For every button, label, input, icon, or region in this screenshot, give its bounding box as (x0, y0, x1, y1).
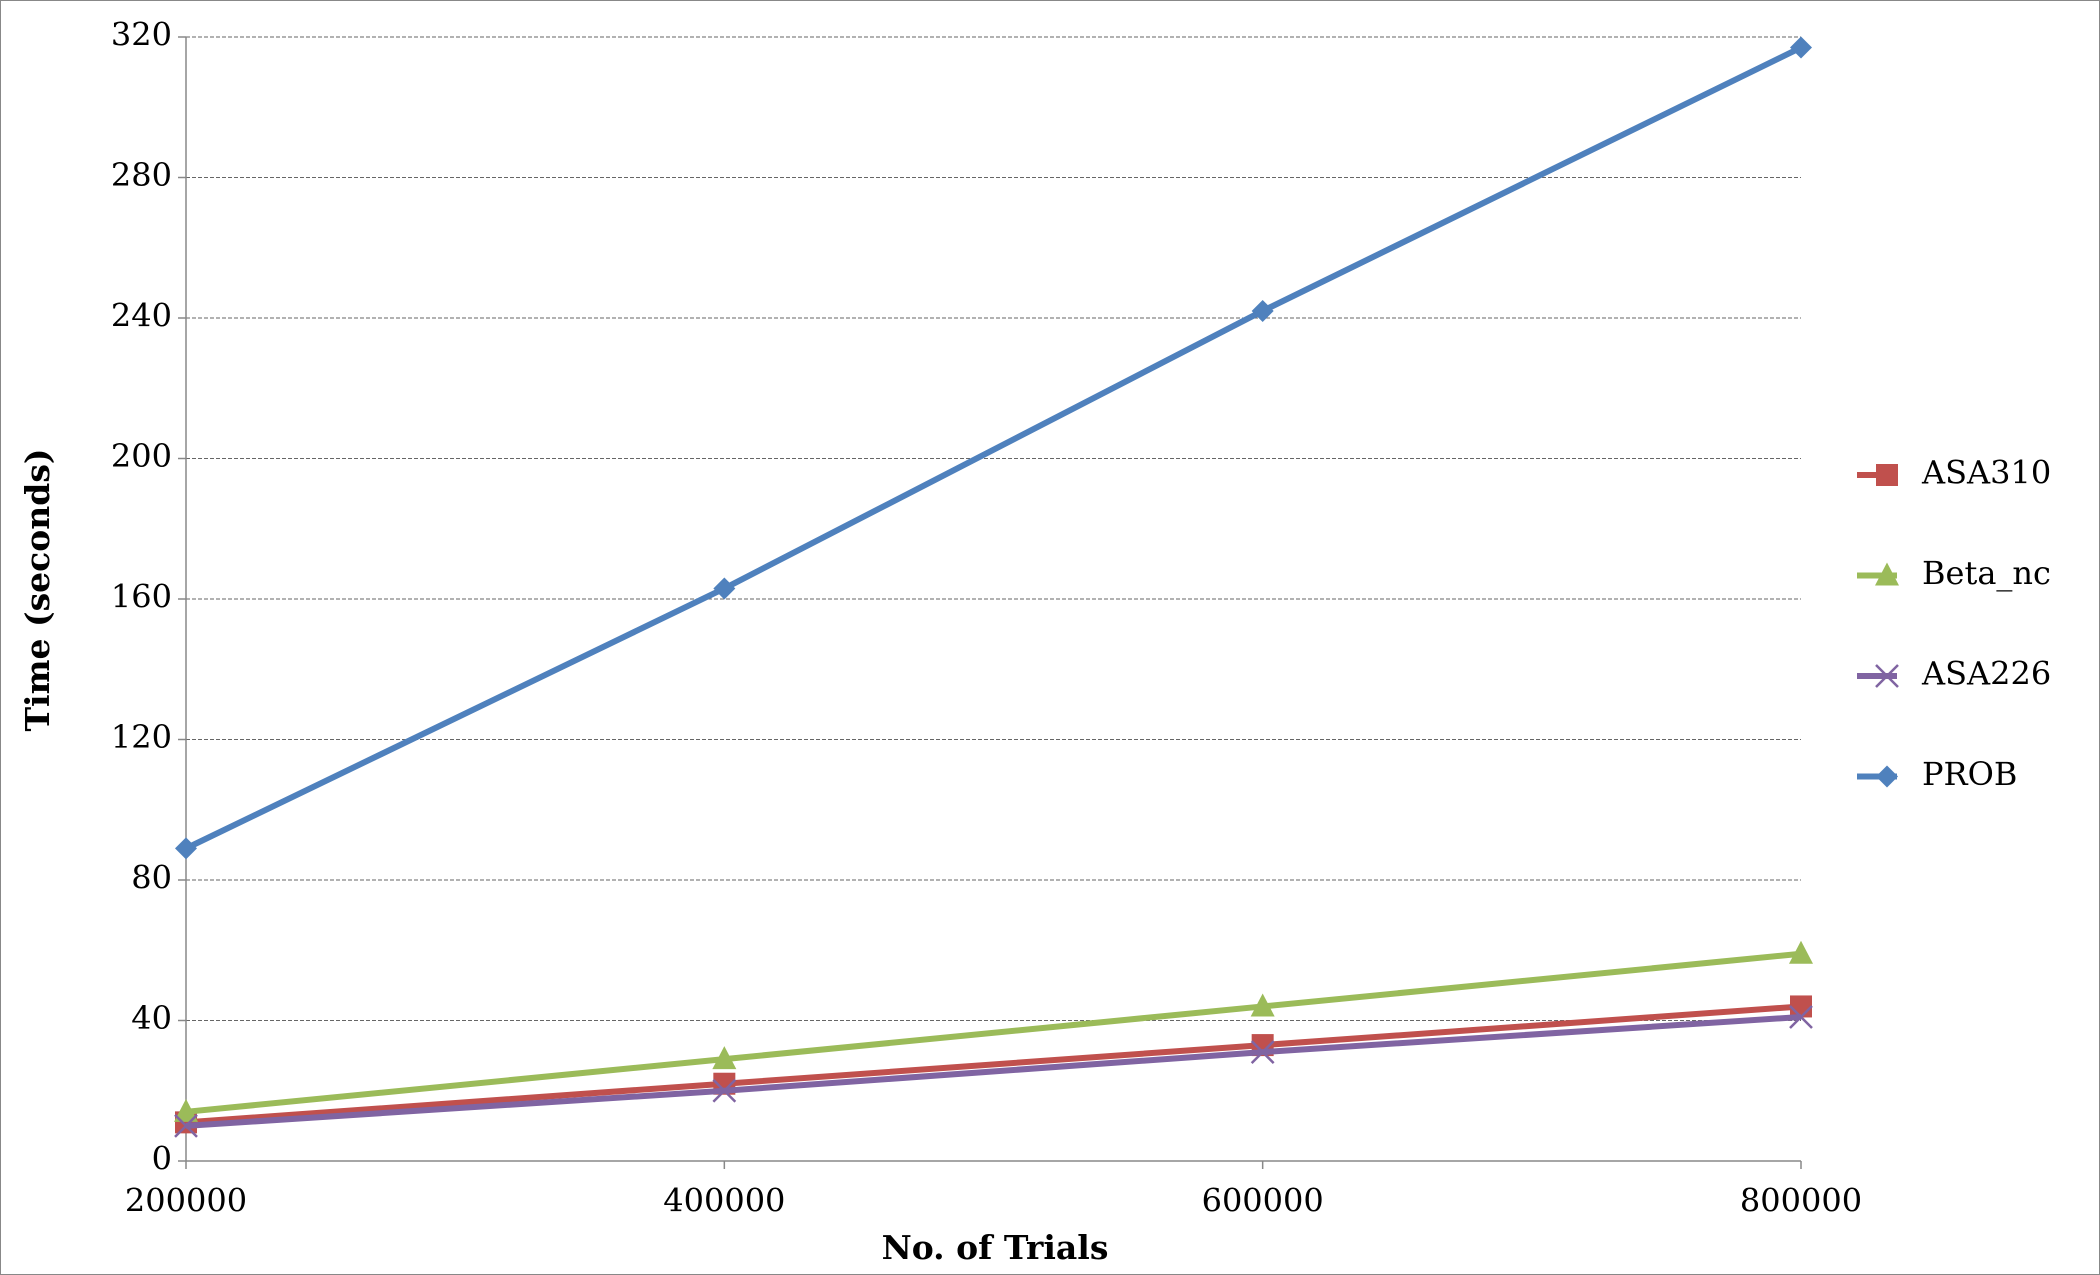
marker (1789, 1005, 1813, 1029)
series-line (185, 1003, 1802, 1126)
marker (712, 1046, 737, 1070)
marker (712, 1078, 737, 1103)
legend-label: ASA226 (1921, 655, 2051, 693)
x-tick-label: 800000 (1740, 1182, 1862, 1220)
legend-label: ASA310 (1921, 454, 2051, 492)
marker (174, 1113, 198, 1138)
y-tick-label: 160 (111, 578, 172, 616)
x-axis-title: No. of Trials (882, 1228, 1109, 1267)
y-tick-label: 240 (111, 297, 172, 335)
marker (1876, 464, 1898, 486)
marker (1251, 299, 1274, 322)
marker (713, 577, 736, 600)
y-tick-label: 200 (111, 437, 172, 475)
y-tick-label: 280 (111, 156, 172, 194)
legend-label: Beta_nc (1922, 554, 2051, 592)
marker (175, 837, 197, 860)
series-line (185, 950, 1802, 1115)
marker (1790, 995, 1812, 1018)
x-tick-label: 200000 (125, 1182, 247, 1220)
y-tick-label: 80 (131, 859, 172, 897)
marker (1790, 36, 1812, 59)
marker (1875, 664, 1899, 688)
marker (1876, 765, 1898, 788)
marker (1250, 1040, 1275, 1064)
series-line (184, 44, 1803, 852)
y-tick-label: 0 (152, 1140, 172, 1178)
marker (1250, 993, 1275, 1017)
x-tick-label: 400000 (663, 1182, 785, 1220)
marker (1789, 940, 1813, 964)
legend-label: PROB (1922, 755, 2017, 793)
y-tick-label: 320 (111, 16, 172, 54)
y-tick-label: 40 (131, 999, 172, 1037)
y-axis-title: Time (seconds) (18, 448, 57, 731)
marker (1875, 562, 1899, 586)
marker (174, 1098, 198, 1122)
x-tick-label: 600000 (1202, 1182, 1324, 1220)
y-tick-label: 120 (111, 718, 172, 756)
series-line (185, 1013, 1802, 1129)
